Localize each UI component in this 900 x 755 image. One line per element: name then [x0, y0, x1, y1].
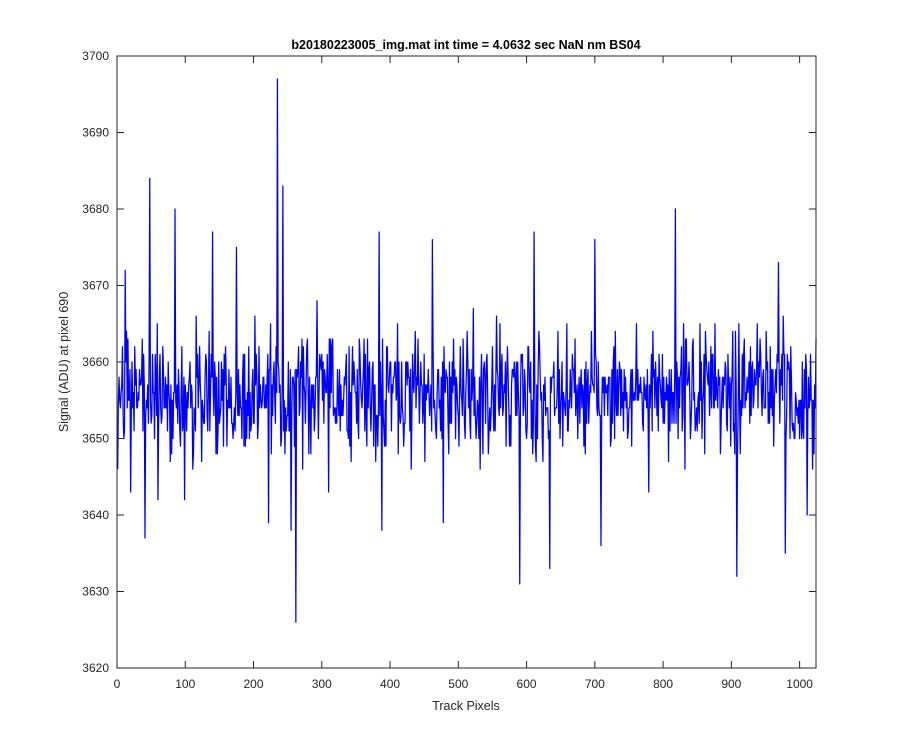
- y-tick-label: 3690: [82, 126, 109, 140]
- x-tick-label: 200: [244, 677, 264, 691]
- y-tick-label: 3700: [82, 49, 109, 63]
- y-tick-label: 3660: [82, 355, 109, 369]
- x-axis-label: Track Pixels: [432, 699, 500, 713]
- series-layer: [117, 78, 817, 623]
- x-tick-label: 100: [175, 677, 195, 691]
- y-tick-label: 3620: [82, 661, 109, 675]
- x-tick-label: 0: [114, 677, 121, 691]
- x-tick-label: 900: [721, 677, 741, 691]
- x-tick-label: 700: [585, 677, 605, 691]
- x-tick-label: 400: [380, 677, 400, 691]
- y-tick-label: 3630: [82, 585, 109, 599]
- x-tick-label: 600: [517, 677, 537, 691]
- x-tick-label: 800: [653, 677, 673, 691]
- y-axis-label: Signal (ADU) at pixel 690: [57, 292, 71, 432]
- x-tick-label: 1000: [786, 677, 813, 691]
- x-tick-label: 500: [448, 677, 468, 691]
- y-tick-label: 3650: [82, 432, 109, 446]
- y-tick-label: 3680: [82, 202, 109, 216]
- y-tick-label: 3640: [82, 508, 109, 522]
- tick-layer: 0 100 200 300 400 500 600 700 800 900 1000 3620 3630…: [82, 49, 816, 691]
- signal-series-line-0: [117, 78, 817, 623]
- y-tick-label: 3670: [82, 279, 109, 293]
- chart-title: b20180223005_img.mat int time = 4.0632 s…: [291, 38, 640, 52]
- axes-box: [116, 55, 817, 669]
- x-tick-label: 300: [312, 677, 332, 691]
